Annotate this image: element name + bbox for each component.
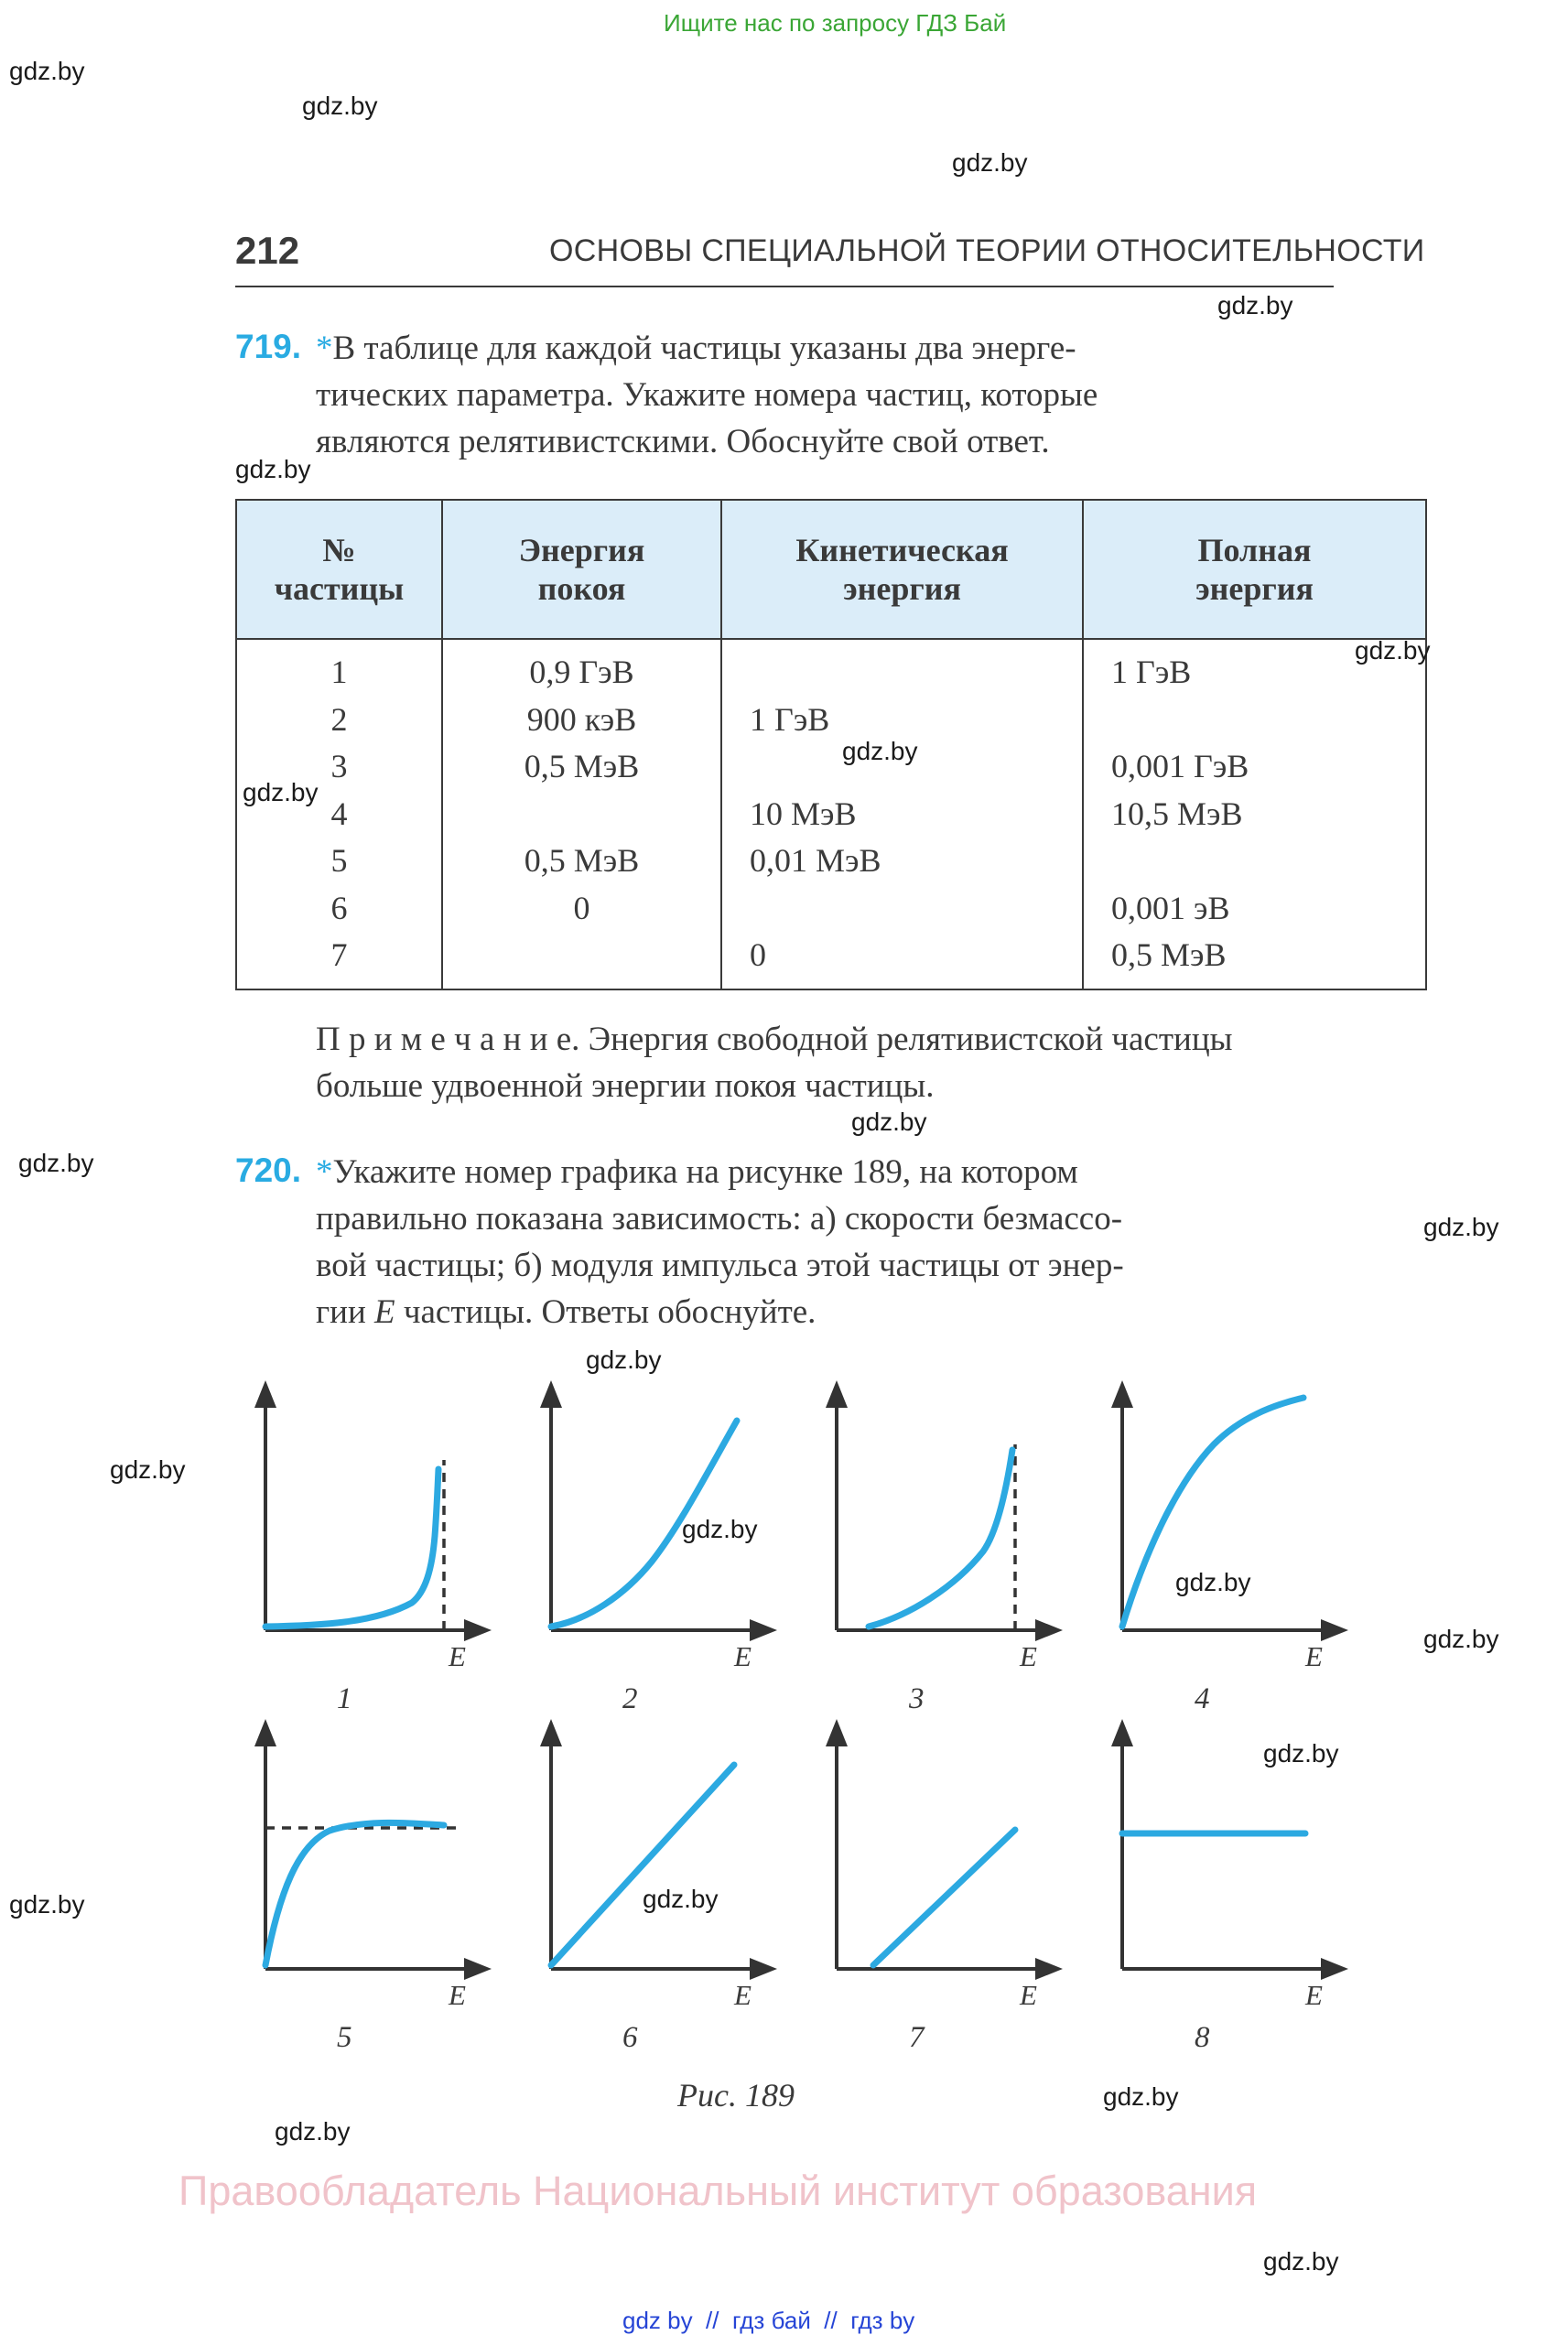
svg-text:E: E (1019, 1640, 1037, 1666)
svg-text:E: E (448, 1640, 466, 1666)
svg-text:E: E (1304, 1640, 1323, 1666)
svg-text:gdz.by: gdz.by (1175, 1568, 1251, 1596)
svg-text:gdz.by: gdz.by (643, 1885, 719, 1913)
svg-text:E: E (733, 1640, 752, 1666)
svg-text:E: E (1304, 1979, 1323, 2005)
svg-text:E: E (1019, 1979, 1037, 2005)
svg-text:E: E (448, 1979, 466, 2005)
svg-text:E: E (733, 1979, 752, 2005)
